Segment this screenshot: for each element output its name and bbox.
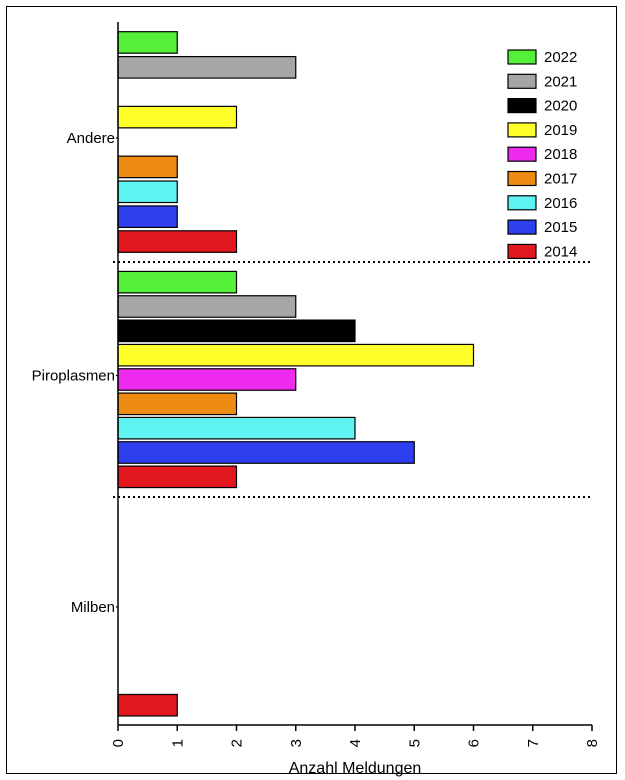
- legend-label-2021: 2021: [544, 73, 577, 90]
- x-tick-label: 7: [525, 739, 542, 747]
- bar-andere-2017: [117, 155, 178, 179]
- x-tick-label: 3: [288, 739, 305, 747]
- bar-andere-2022: [117, 31, 178, 54]
- bar-piroplasmen-2014: [117, 465, 238, 489]
- legend-label-2020: 2020: [544, 98, 577, 115]
- bar-piroplasmen-2019: [117, 343, 475, 367]
- legend-label-2014: 2014: [544, 243, 577, 260]
- x-tick-label: 6: [466, 739, 483, 747]
- bar-piroplasmen-2020: [117, 319, 356, 343]
- legend-label-2022: 2022: [544, 49, 577, 66]
- legend-swatch-2017: [507, 170, 537, 187]
- bar-piroplasmen-2016: [117, 416, 356, 440]
- legend-swatch-2018: [507, 146, 537, 162]
- x-tick-label: 8: [584, 739, 601, 747]
- legend-label-2019: 2019: [544, 122, 577, 139]
- legend-swatch-2022: [507, 49, 537, 65]
- bar-andere-2016: [117, 180, 178, 204]
- x-axis-title: Anzahl Meldungen: [289, 760, 422, 777]
- bar-andere-2021: [117, 55, 297, 79]
- legend-label-2017: 2017: [544, 171, 577, 188]
- category-label: Piroplasmen: [32, 368, 115, 385]
- bar-andere-2015: [117, 205, 178, 229]
- legend-label-2018: 2018: [544, 146, 577, 163]
- category-label: Milben: [71, 599, 115, 616]
- legend-swatch-2020: [507, 97, 537, 114]
- legend-swatch-2014: [507, 243, 537, 259]
- legend-swatch-2016: [507, 195, 537, 211]
- bar-andere-2014: [117, 230, 238, 253]
- bar-piroplasmen-2021: [117, 295, 297, 318]
- x-tick-label: 1: [169, 739, 186, 747]
- legend-swatch-2015: [507, 219, 537, 235]
- x-tick-label: 2: [229, 739, 246, 747]
- x-tick-label: 0: [110, 739, 127, 747]
- legend-swatch-2019: [507, 122, 537, 138]
- legend-label-2015: 2015: [544, 219, 577, 236]
- x-tick-label: 5: [406, 739, 423, 747]
- bar-andere-2019: [117, 105, 238, 129]
- bar-piroplasmen-2022: [117, 270, 238, 294]
- bar-piroplasmen-2017: [117, 392, 238, 416]
- legend-swatch-2021: [507, 73, 537, 89]
- bar-piroplasmen-2015: [117, 441, 415, 464]
- legend-label-2016: 2016: [544, 195, 577, 212]
- bar-piroplasmen-2018: [117, 368, 297, 391]
- category-label: Andere: [67, 130, 115, 147]
- x-tick-label: 4: [347, 739, 364, 747]
- bar-milben-2014: [117, 693, 178, 717]
